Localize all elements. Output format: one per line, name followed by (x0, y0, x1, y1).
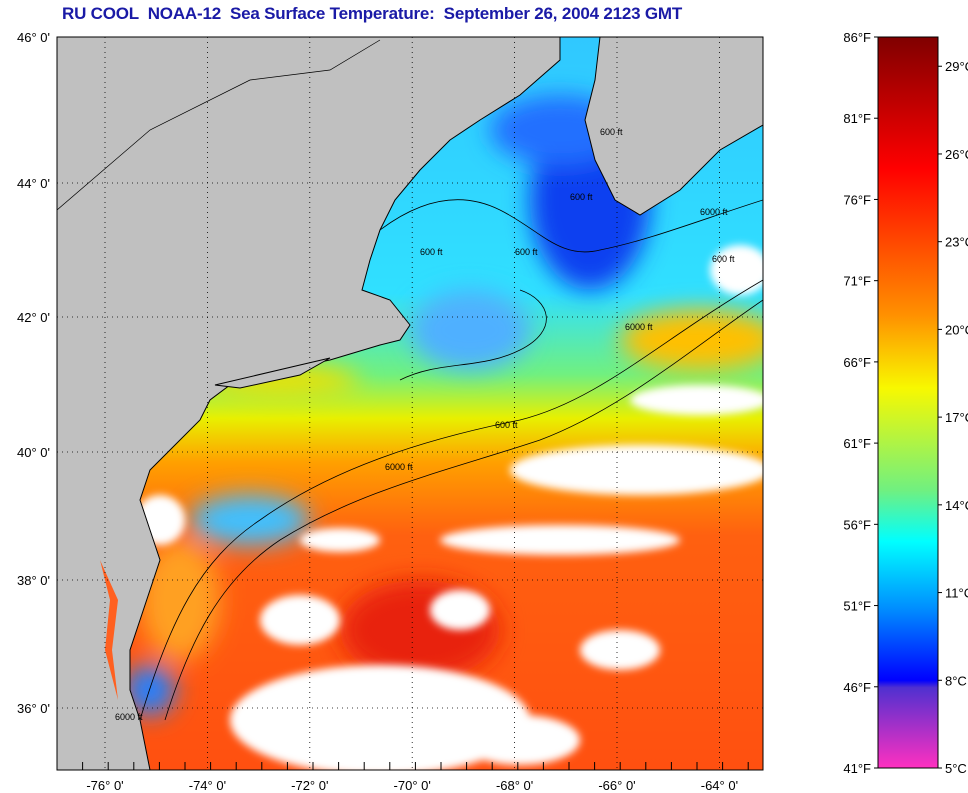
contour-label: 600 ft (495, 420, 518, 430)
lat-label: 38° 0' (17, 573, 50, 588)
fahrenheit-label: 76°F (843, 192, 871, 207)
map-axes: 46° 0' 44° 0' 42° 0' 40° 0' 38° 0' 36° 0' -76°… (17, 30, 749, 793)
contour-label: 600 ft (570, 192, 593, 202)
lat-label: 36° 0' (17, 701, 50, 716)
fahrenheit-label: 51°F (843, 599, 871, 614)
fahrenheit-label: 56°F (843, 517, 871, 532)
lon-label: -66° 0' (598, 778, 635, 793)
celsius-label: 8°C (945, 673, 967, 688)
contour-label: 600 ft (712, 254, 735, 264)
land (57, 37, 763, 770)
contour-label: 600 ft (420, 247, 443, 257)
celsius-label: 17°C (945, 410, 968, 425)
lon-label: -64° 0' (701, 778, 738, 793)
fahrenheit-label: 86°F (843, 30, 871, 45)
lon-label: -72° 0' (291, 778, 328, 793)
celsius-label: 5°C (945, 761, 967, 776)
lat-label: 44° 0' (17, 176, 50, 191)
contour-label: 600 ft (515, 247, 538, 257)
long-island (214, 357, 331, 389)
lat-label: 46° 0' (17, 30, 50, 45)
gridlines (57, 37, 763, 770)
map-area: 600 ft 600 ft 600 ft 600 ft 6000 ft 6000 ft 60… (57, 37, 763, 770)
celsius-label: 26°C (945, 147, 968, 162)
fahrenheit-label: 71°F (843, 274, 871, 289)
contour-label: 6000 ft (700, 207, 728, 217)
celsius-label: 14°C (945, 498, 968, 513)
lon-label: -70° 0' (394, 778, 431, 793)
map-title: RU COOL NOAA-12 Sea Surface Temperature:… (62, 4, 683, 23)
lon-label: -68° 0' (496, 778, 533, 793)
map-frame (56, 36, 764, 771)
fahrenheit-label: 81°F (843, 111, 871, 126)
colorbar (877, 36, 939, 769)
fahrenheit-label: 66°F (843, 355, 871, 370)
celsius-label: 23°C (945, 235, 968, 250)
celsius-label: 20°C (945, 322, 968, 337)
fahrenheit-label: 61°F (843, 436, 871, 451)
celsius-label: 29°C (945, 59, 968, 74)
contour-label: 6000 ft (625, 322, 653, 332)
contour-label: 6000 ft (385, 462, 413, 472)
colorbar-ticks: 86°F 81°F 76°F 71°F 66°F 61°F 56°F 51°F 46°F 41°F… (843, 30, 968, 776)
cloud-cover (135, 245, 763, 770)
lon-label: -76° 0' (86, 778, 123, 793)
contour-label: 6000 ft (115, 712, 143, 722)
lat-label: 42° 0' (17, 310, 50, 325)
lon-label: -74° 0' (189, 778, 226, 793)
fahrenheit-label: 41°F (843, 761, 871, 776)
borders (57, 39, 381, 211)
contour-label: 600 ft (600, 127, 623, 137)
contour-labels: 600 ft 600 ft 600 ft 600 ft 6000 ft 6000 ft 60… (115, 127, 735, 722)
celsius-label: 11°C (945, 586, 968, 601)
fahrenheit-label: 46°F (843, 680, 871, 695)
nova-scotia (584, 37, 763, 216)
chesapeake-bay (100, 560, 118, 700)
lat-label: 40° 0' (17, 445, 50, 460)
depth-contours (139, 199, 763, 721)
